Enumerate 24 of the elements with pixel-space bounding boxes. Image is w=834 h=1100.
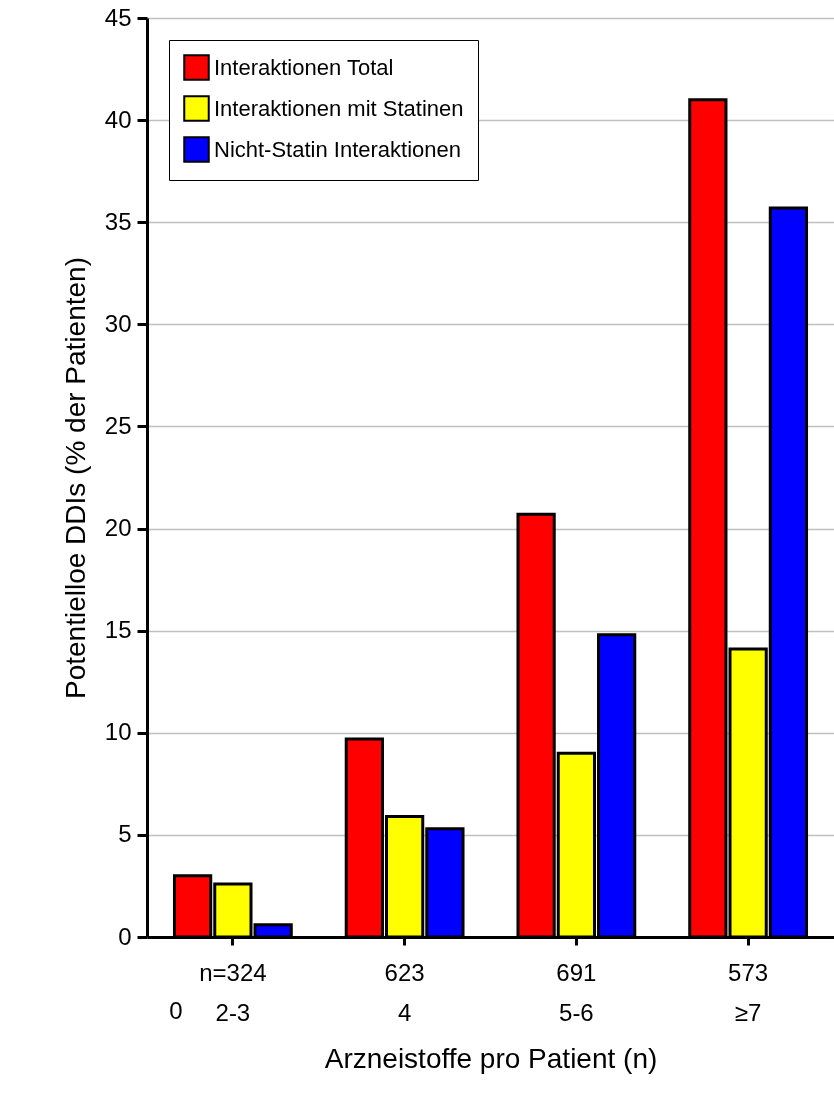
text: 691 bbox=[556, 959, 597, 986]
text: 0 bbox=[169, 997, 183, 1024]
y-tick-label: 45 bbox=[104, 3, 132, 31]
x-tick-label: 4 bbox=[397, 998, 412, 1026]
legend-label: Nicht-Statin Interaktionen bbox=[214, 136, 462, 162]
y-axis-title: Potentielloe DDIs (% der Patienten) bbox=[59, 257, 91, 699]
y-tick-label: 15 bbox=[104, 616, 132, 644]
legend-label: Interaktionen Total bbox=[214, 54, 394, 80]
text: 623 bbox=[384, 959, 425, 986]
y-tick-label: 0 bbox=[118, 922, 132, 950]
y-tick-label: 40 bbox=[104, 105, 132, 133]
text: 573 bbox=[728, 959, 769, 986]
y-tick-label: 10 bbox=[104, 718, 132, 746]
y-tick-label: 35 bbox=[104, 207, 132, 235]
y-tick-label: 30 bbox=[104, 309, 132, 337]
y-tick-label: 25 bbox=[104, 411, 132, 439]
x-axis-title: Arzneistoffe pro Patient (n) bbox=[324, 1042, 658, 1074]
text: n=324 bbox=[199, 959, 267, 986]
y-tick-label: 5 bbox=[118, 820, 132, 848]
x-tick-label: 5-6 bbox=[559, 998, 594, 1026]
legend-label: Interaktionen mit Statinen bbox=[214, 95, 464, 121]
y-tick-label: 20 bbox=[104, 514, 132, 542]
x-tick-label: ≥7 bbox=[734, 998, 762, 1026]
x-tick-label: 2-3 bbox=[215, 998, 251, 1026]
